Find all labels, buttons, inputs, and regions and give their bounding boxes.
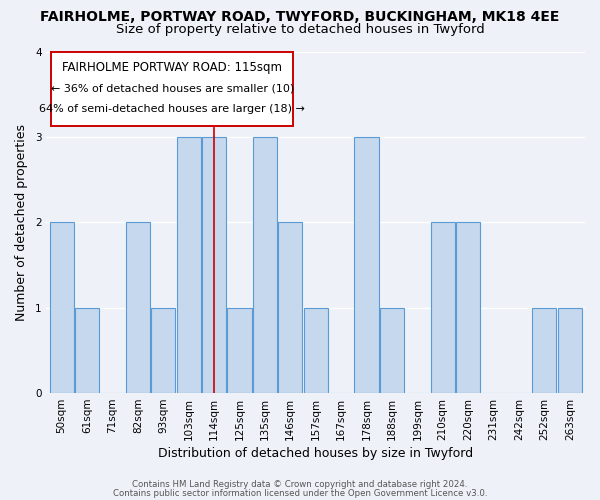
Text: 64% of semi-detached houses are larger (18) →: 64% of semi-detached houses are larger (…	[39, 104, 305, 114]
Bar	[456, 222, 480, 393]
Bar	[151, 308, 175, 393]
Text: ← 36% of detached houses are smaller (10): ← 36% of detached houses are smaller (10…	[50, 84, 294, 94]
Text: Size of property relative to detached houses in Twyford: Size of property relative to detached ho…	[116, 22, 484, 36]
Bar	[227, 308, 251, 393]
Bar	[532, 308, 556, 393]
Bar	[176, 137, 201, 393]
Bar	[253, 137, 277, 393]
Bar	[202, 137, 226, 393]
Bar	[557, 308, 582, 393]
Text: FAIRHOLME, PORTWAY ROAD, TWYFORD, BUCKINGHAM, MK18 4EE: FAIRHOLME, PORTWAY ROAD, TWYFORD, BUCKIN…	[40, 10, 560, 24]
Text: Contains public sector information licensed under the Open Government Licence v3: Contains public sector information licen…	[113, 488, 487, 498]
Text: Contains HM Land Registry data © Crown copyright and database right 2024.: Contains HM Land Registry data © Crown c…	[132, 480, 468, 489]
X-axis label: Distribution of detached houses by size in Twyford: Distribution of detached houses by size …	[158, 447, 473, 460]
Text: FAIRHOLME PORTWAY ROAD: 115sqm: FAIRHOLME PORTWAY ROAD: 115sqm	[62, 61, 282, 74]
Y-axis label: Number of detached properties: Number of detached properties	[15, 124, 28, 321]
Bar	[278, 222, 302, 393]
Bar	[126, 222, 150, 393]
Bar	[75, 308, 99, 393]
Bar	[431, 222, 455, 393]
Bar	[380, 308, 404, 393]
Bar	[304, 308, 328, 393]
FancyBboxPatch shape	[51, 52, 293, 126]
Bar	[355, 137, 379, 393]
Bar	[50, 222, 74, 393]
